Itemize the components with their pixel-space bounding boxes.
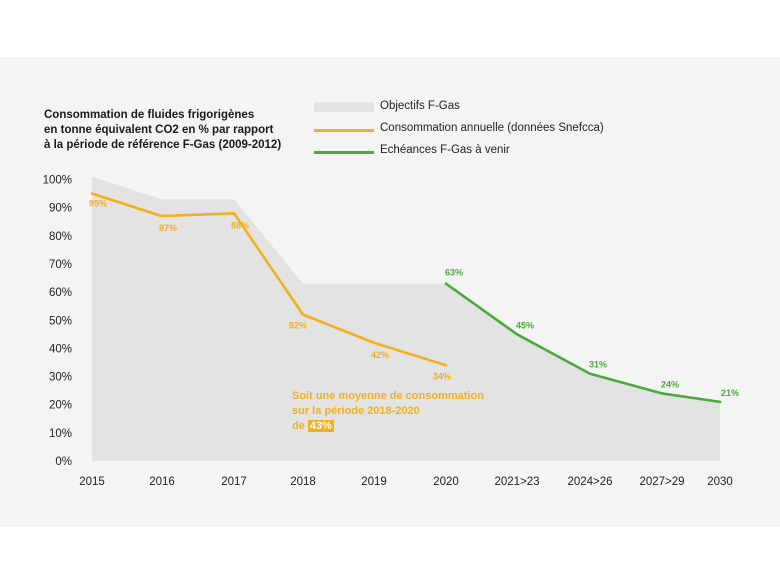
legend-label: Objectifs F-Gas: [380, 100, 460, 112]
y-tick-label: 100%: [43, 175, 72, 187]
annotation-line-1: Soit une moyenne de consommation: [292, 390, 484, 402]
data-label: 24%: [661, 379, 679, 389]
series-line-2: [444, 282, 722, 404]
x-tick-label: 2016: [149, 476, 175, 488]
target-area: [92, 176, 720, 461]
data-label: 95%: [89, 199, 107, 209]
legend-label: Consommation annuelle (données Snefcca): [380, 122, 604, 134]
y-tick-label: 60%: [49, 287, 72, 299]
x-tick-label: 2020: [433, 476, 459, 488]
x-tick-label: 2021>23: [494, 476, 539, 488]
x-tick-label: 2017: [221, 476, 247, 488]
annotation-highlight: 43%: [307, 420, 334, 432]
legend-swatch-orange-line: [314, 129, 374, 132]
chart-title-line-3: à la période de référence F-Gas (2009-20…: [44, 139, 282, 151]
data-labels: 95% 87% 88% 52% 42% 34% 63% 45% 31% 24% 21%: [89, 199, 739, 398]
chart-title-line-1: Consommation de fluides frigorigènes: [44, 109, 255, 121]
x-tick-label: 2015: [79, 476, 105, 488]
x-tick-label: 2024>26: [567, 476, 612, 488]
data-label: 31%: [589, 360, 607, 370]
data-label: 52%: [289, 321, 307, 331]
x-tick-label: 2027>29: [639, 476, 684, 488]
x-tick-label: 2019: [361, 476, 387, 488]
data-label: 34%: [433, 371, 451, 381]
y-tick-label: 0%: [55, 456, 72, 468]
series-lines: [90, 192, 722, 404]
data-label: 87%: [159, 223, 177, 233]
legend-swatch-green-line: [314, 151, 374, 154]
average-annotation: Soit une moyenne de consommation sur la …: [292, 389, 484, 434]
annotation-line-2: sur la période 2018-2020: [292, 405, 420, 417]
y-tick-label: 20%: [49, 400, 72, 412]
y-tick-label: 80%: [49, 231, 72, 243]
annotation-line-3: de 43%: [292, 419, 484, 434]
chart-title: Consommation de fluides frigorigènes en …: [44, 108, 294, 153]
data-label: 63%: [445, 268, 463, 278]
y-tick-label: 50%: [49, 315, 72, 327]
y-axis: 0% 10% 20% 30% 40% 50% 60% 70% 80% 90% 100%: [43, 175, 72, 469]
legend-swatch-area: [314, 102, 374, 112]
series-line-1: [90, 192, 448, 367]
y-tick-label: 30%: [49, 372, 72, 384]
y-tick-label: 70%: [49, 259, 72, 271]
y-tick-label: 40%: [49, 343, 72, 355]
y-tick-label: 10%: [49, 428, 72, 440]
data-label: 45%: [516, 320, 534, 330]
chart-title-line-2: en tonne équivalent CO2 en % par rapport: [44, 124, 274, 136]
data-label: 42%: [371, 350, 389, 360]
x-tick-label: 2030: [707, 476, 733, 488]
x-axis: 2015 2016 2017 2018 2019 2020 2021>23 2024>26 20…: [79, 476, 733, 488]
annotation-prefix: de: [292, 420, 305, 432]
data-label: 88%: [231, 220, 249, 230]
data-label: 21%: [721, 388, 739, 398]
x-tick-label: 2018: [290, 476, 316, 488]
legend-label: Echéances F-Gas à venir: [380, 144, 510, 156]
target-area-layer: [92, 176, 720, 461]
y-tick-label: 90%: [49, 203, 72, 215]
